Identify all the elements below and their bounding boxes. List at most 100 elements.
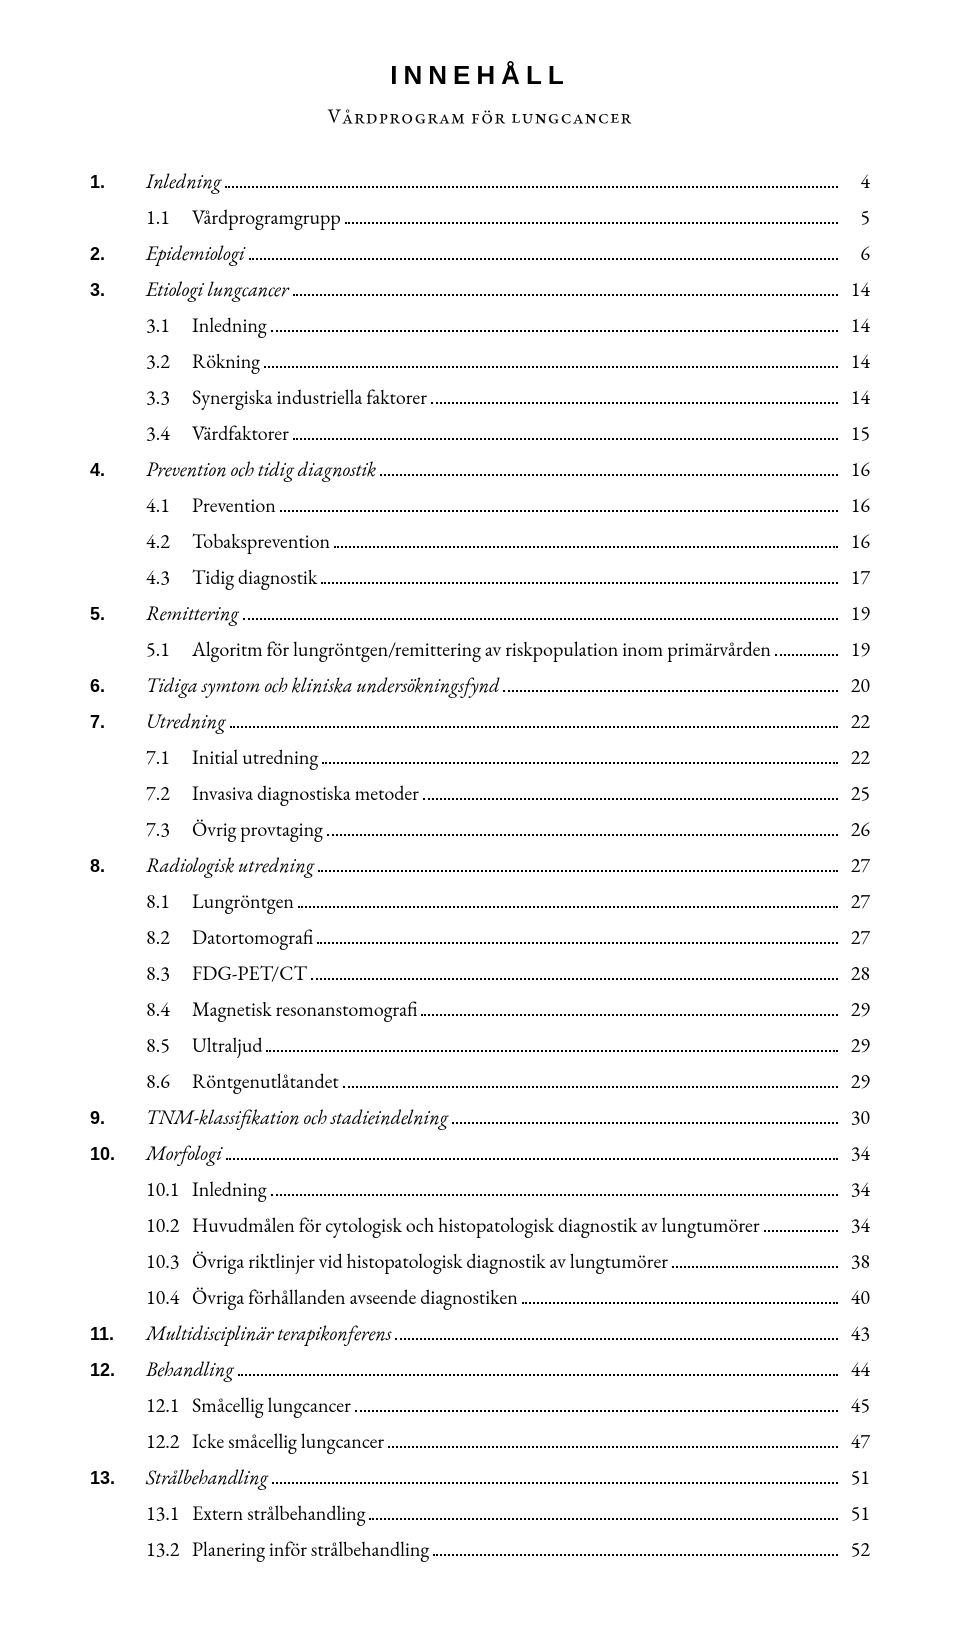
toc-entry-number: 5.1 <box>146 633 192 665</box>
toc-entry[interactable]: 8.Radiologisk utredning27 <box>90 849 870 881</box>
toc-leader-dots <box>388 1428 838 1448</box>
toc-entry-page: 22 <box>842 741 870 773</box>
toc-entry[interactable]: 8.6Röntgenutlåtandet29 <box>90 1065 870 1097</box>
toc-leader-dots <box>243 600 838 620</box>
toc-entry[interactable]: 1.Inledning4 <box>90 165 870 197</box>
toc-entry-page: 40 <box>842 1281 870 1313</box>
toc-leader-dots <box>345 204 838 224</box>
toc-entry[interactable]: 3.Etiologi lungcancer14 <box>90 273 870 305</box>
toc-entry-page: 5 <box>842 201 870 233</box>
toc-entry[interactable]: 8.5Ultraljud29 <box>90 1029 870 1061</box>
toc-entry-title: Värdfaktorer <box>192 417 289 449</box>
toc-entry-title: Inledning <box>192 309 267 341</box>
toc-entry-title: Epidemiologi <box>146 237 245 269</box>
toc-entry[interactable]: 13.2Planering inför strålbehandling52 <box>90 1533 870 1565</box>
toc-entry-page: 17 <box>842 561 870 593</box>
toc-entry-number: 4.1 <box>146 489 192 521</box>
toc-entry[interactable]: 4.Prevention och tidig diagnostik16 <box>90 453 870 485</box>
toc-leader-dots <box>355 1392 838 1412</box>
toc-entry-title: Tidiga symtom och kliniska undersöknings… <box>146 669 499 701</box>
toc-entry-number: 3.4 <box>146 417 192 449</box>
toc-entry-title: Röntgenutlåtandet <box>192 1065 339 1097</box>
toc-entry-title: Övriga riktlinjer vid histopatologisk di… <box>192 1245 668 1277</box>
toc-entry-title: Tidig diagnostik <box>192 561 317 593</box>
toc-leader-dots <box>334 528 838 548</box>
toc-entry[interactable]: 7.Utredning22 <box>90 705 870 737</box>
toc-entry[interactable]: 8.3FDG-PET/CT28 <box>90 957 870 989</box>
toc-entry-page: 43 <box>842 1317 870 1349</box>
toc-entry-number: 2. <box>90 240 146 269</box>
toc-entry-page: 29 <box>842 1029 870 1061</box>
toc-entry-number: 9. <box>90 1104 146 1133</box>
toc-leader-dots <box>775 636 838 656</box>
toc-entry[interactable]: 13.1Extern strålbehandling51 <box>90 1497 870 1529</box>
toc-entry[interactable]: 6.Tidiga symtom och kliniska undersöknin… <box>90 669 870 701</box>
toc-leader-dots <box>764 1212 838 1232</box>
toc-entry-number: 7.2 <box>146 777 192 809</box>
toc-entry-page: 19 <box>842 633 870 665</box>
toc-entry-page: 27 <box>842 885 870 917</box>
toc-entry[interactable]: 9.TNM-klassifikation och stadieindelning… <box>90 1101 870 1133</box>
toc-entry-title: Extern strålbehandling <box>192 1497 365 1529</box>
toc-leader-dots <box>322 744 838 764</box>
toc-entry-title: Övrig provtaging <box>192 813 323 845</box>
toc-entry[interactable]: 13.Strålbehandling51 <box>90 1461 870 1493</box>
toc-entry-page: 26 <box>842 813 870 845</box>
toc-entry-number: 3.2 <box>146 345 192 377</box>
toc-entry[interactable]: 8.2Datortomografi27 <box>90 921 870 953</box>
toc-entry-page: 27 <box>842 849 870 881</box>
toc-entry-page: 20 <box>842 669 870 701</box>
toc-leader-dots <box>522 1284 838 1304</box>
toc-entry[interactable]: 7.1Initial utredning22 <box>90 741 870 773</box>
toc-entry-title: Datortomografi <box>192 921 313 953</box>
toc-entry[interactable]: 10.2Huvudmålen för cytologisk och histop… <box>90 1209 870 1241</box>
toc-leader-dots <box>311 960 838 980</box>
toc-entry-number: 1.1 <box>146 201 192 233</box>
toc-entry[interactable]: 8.1Lungröntgen27 <box>90 885 870 917</box>
toc-entry-number: 10.3 <box>146 1245 192 1277</box>
toc-entry[interactable]: 8.4Magnetisk resonanstomografi29 <box>90 993 870 1025</box>
toc-entry-number: 10. <box>90 1140 146 1169</box>
toc-entry-number: 12.2 <box>146 1425 192 1457</box>
toc-entry[interactable]: 4.3Tidig diagnostik17 <box>90 561 870 593</box>
toc-leader-dots <box>298 888 838 908</box>
toc-entry-page: 28 <box>842 957 870 989</box>
toc-entry[interactable]: 5.1Algoritm för lungröntgen/remittering … <box>90 633 870 665</box>
toc-entry[interactable]: 7.2Invasiva diagnostiska metoder25 <box>90 777 870 809</box>
document-subtitle: Vårdprogram för lungcancer <box>90 103 870 129</box>
toc-leader-dots <box>343 1068 838 1088</box>
toc-entry[interactable]: 3.2Rökning14 <box>90 345 870 377</box>
toc-leader-dots <box>318 852 838 872</box>
toc-entry-number: 8.3 <box>146 957 192 989</box>
toc-entry-title: Multidisciplinär terapikonferens <box>146 1317 391 1349</box>
toc-entry[interactable]: 1.1Vårdprogramgrupp5 <box>90 201 870 233</box>
toc-entry[interactable]: 4.2Tobaksprevention16 <box>90 525 870 557</box>
toc-entry-number: 8.4 <box>146 993 192 1025</box>
toc-entry[interactable]: 7.3Övrig provtaging26 <box>90 813 870 845</box>
toc-entry[interactable]: 5.Remittering19 <box>90 597 870 629</box>
toc-entry[interactable]: 3.3Synergiska industriella faktorer14 <box>90 381 870 413</box>
toc-entry-title: Algoritm för lungröntgen/remittering av … <box>192 633 771 665</box>
toc-entry[interactable]: 3.1Inledning14 <box>90 309 870 341</box>
toc-entry[interactable]: 10.Morfologi34 <box>90 1137 870 1169</box>
toc-entry[interactable]: 12.Behandling44 <box>90 1353 870 1385</box>
toc-leader-dots <box>272 1464 838 1484</box>
toc-entry[interactable]: 11.Multidisciplinär terapikonferens43 <box>90 1317 870 1349</box>
toc-entry[interactable]: 10.3Övriga riktlinjer vid histopatologis… <box>90 1245 870 1277</box>
toc-entry[interactable]: 12.1Småcellig lungcancer45 <box>90 1389 870 1421</box>
toc-entry-page: 19 <box>842 597 870 629</box>
toc-entry-page: 38 <box>842 1245 870 1277</box>
toc-entry[interactable]: 10.1Inledning34 <box>90 1173 870 1205</box>
toc-entry[interactable]: 3.4Värdfaktorer15 <box>90 417 870 449</box>
toc-entry[interactable]: 2.Epidemiologi6 <box>90 237 870 269</box>
toc-entry-number: 12.1 <box>146 1389 192 1421</box>
toc-leader-dots <box>327 816 838 836</box>
toc-entry[interactable]: 12.2Icke småcellig lungcancer47 <box>90 1425 870 1457</box>
toc-entry-page: 14 <box>842 309 870 341</box>
toc-entry-title: Prevention <box>192 489 276 521</box>
toc-entry-title: Behandling <box>146 1353 234 1385</box>
toc-entry-title: Planering inför strålbehandling <box>192 1533 429 1565</box>
toc-entry-page: 14 <box>842 273 870 305</box>
toc-entry[interactable]: 4.1Prevention16 <box>90 489 870 521</box>
toc-entry[interactable]: 10.4Övriga förhållanden avseende diagnos… <box>90 1281 870 1313</box>
